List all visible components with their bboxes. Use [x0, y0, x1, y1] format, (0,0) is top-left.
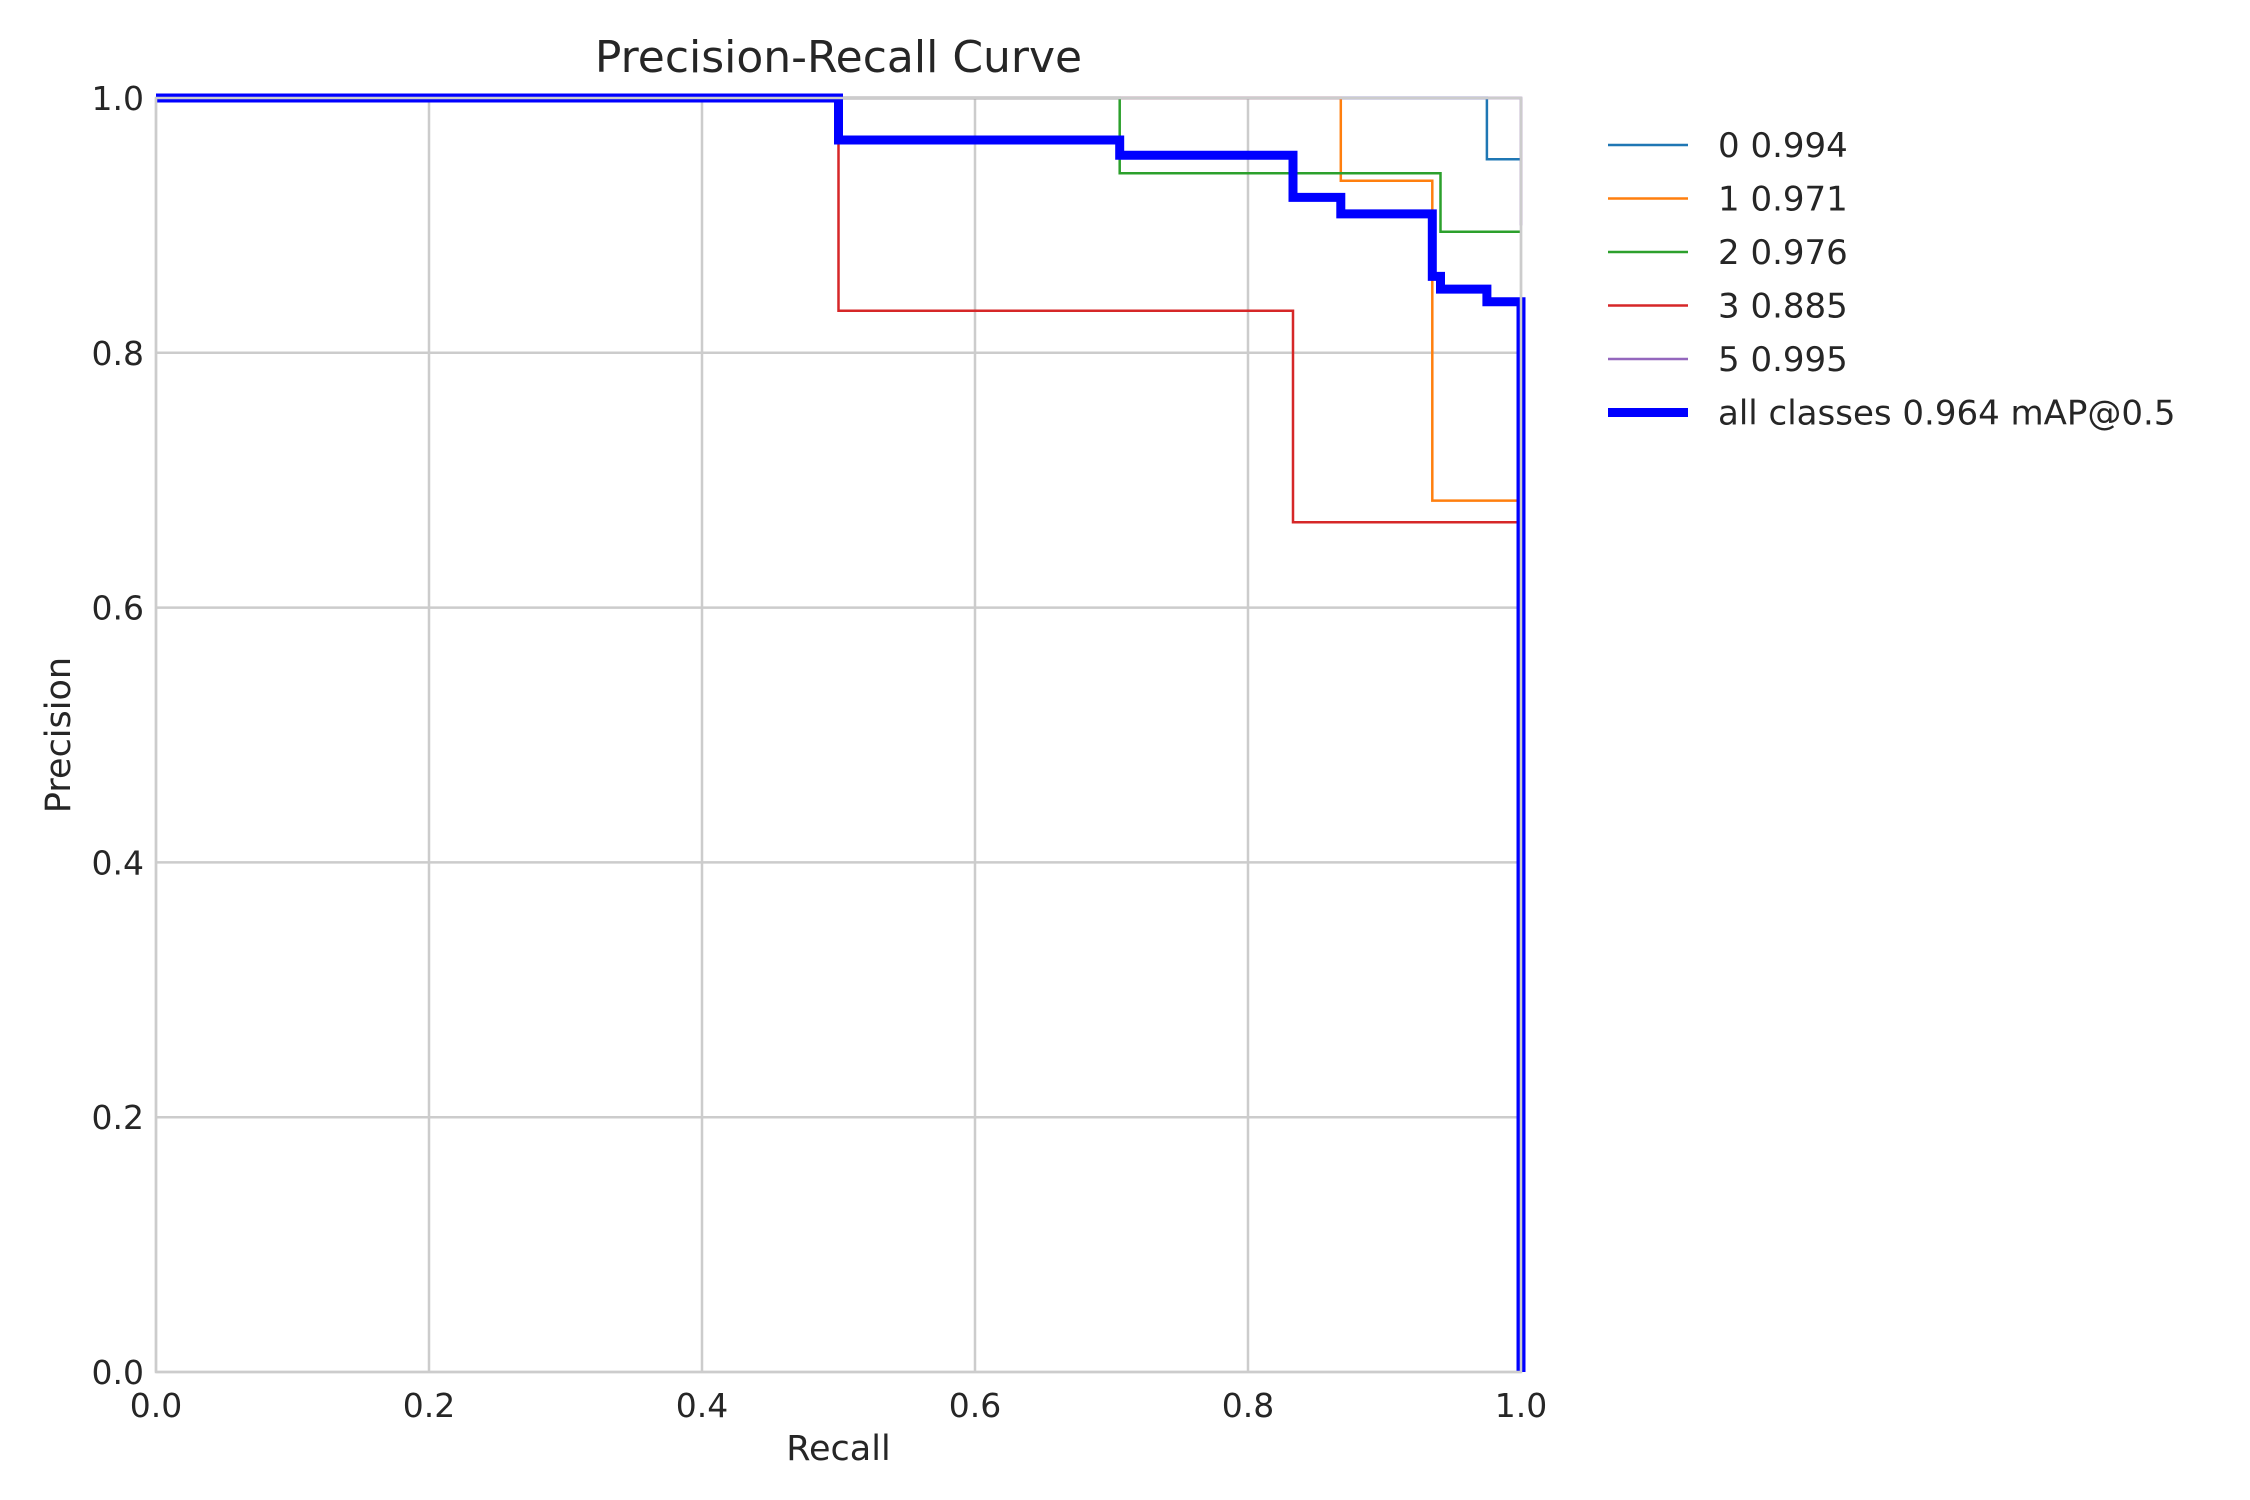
y-tick-label: 0.2: [92, 1098, 144, 1137]
legend-label: 1 0.971: [1718, 180, 1848, 220]
plot-frame: [154, 96, 1523, 1374]
x-tick-label: 0.6: [949, 1386, 1001, 1425]
x-tick-label: 1.0: [1495, 1386, 1547, 1425]
y-axis-label: Precision: [39, 657, 79, 813]
x-axis-label: Recall: [786, 1429, 890, 1469]
y-tick-label: 0.4: [92, 843, 144, 882]
legend-label: 0 0.994: [1718, 126, 1848, 166]
series-line-5: [156, 93, 1526, 1372]
legend: 0 0.994 1 0.971 2 0.976 3 0.885 5 0.995 all c…: [1608, 126, 2175, 434]
legend-label: 3 0.885: [1718, 287, 1848, 327]
y-tick-label: 0.0: [92, 1353, 144, 1392]
y-tick-labels: 0.0 0.2 0.4 0.6 0.8 1.0: [92, 79, 144, 1392]
y-tick-label: 1.0: [92, 79, 144, 118]
x-tick-label: 0.2: [403, 1386, 455, 1425]
chart-title: Precision-Recall Curve: [595, 32, 1082, 83]
x-tick-labels: 0.0 0.2 0.4 0.6 0.8 1.0: [130, 1386, 1547, 1425]
legend-label: 2 0.976: [1718, 233, 1848, 273]
x-tick-label: 0.8: [1222, 1386, 1274, 1425]
legend-label: 5 0.995: [1718, 340, 1848, 380]
x-tick-label: 0.4: [676, 1386, 728, 1425]
y-tick-label: 0.6: [92, 589, 144, 628]
x-tick-label: 0.0: [130, 1386, 182, 1425]
legend-label: all classes 0.964 mAP@0.5: [1718, 394, 2175, 434]
y-tick-label: 0.8: [92, 334, 144, 373]
